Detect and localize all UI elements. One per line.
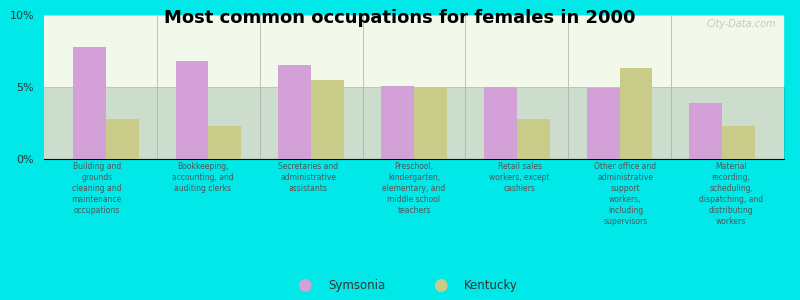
Bar [690, 103, 722, 159]
Bar [73, 47, 106, 159]
Bar [484, 87, 517, 159]
Text: Secretaries and
administrative
assistants: Secretaries and administrative assistant… [278, 162, 338, 193]
Bar [209, 126, 242, 159]
Text: Symsonia: Symsonia [328, 278, 386, 292]
Bar [278, 65, 311, 159]
Bar [381, 85, 414, 159]
Text: ●: ● [297, 276, 311, 294]
Text: Retail sales
workers, except
cashiers: Retail sales workers, except cashiers [490, 162, 550, 193]
Bar [414, 88, 447, 159]
Text: City-Data.com: City-Data.com [707, 19, 777, 29]
Text: Building and
grounds
cleaning and
maintenance
occupations: Building and grounds cleaning and mainte… [72, 162, 122, 215]
Text: Other office and
administrative
support
workers,
including
supervisors: Other office and administrative support … [594, 162, 657, 226]
Bar [311, 80, 344, 159]
Bar [175, 61, 209, 159]
Text: Bookkeeping,
accounting, and
auditing clerks: Bookkeeping, accounting, and auditing cl… [172, 162, 234, 193]
Text: Most common occupations for females in 2000: Most common occupations for females in 2… [164, 9, 636, 27]
Text: ●: ● [433, 276, 447, 294]
Bar [722, 126, 755, 159]
Bar [517, 119, 550, 159]
Bar [586, 88, 619, 159]
Bar [106, 119, 138, 159]
Bar [619, 68, 653, 159]
Text: Preschool,
kindergarten,
elementary, and
middle school
teachers: Preschool, kindergarten, elementary, and… [382, 162, 446, 215]
Text: Material
recording,
scheduling,
dispatching, and
distributing
workers: Material recording, scheduling, dispatch… [699, 162, 763, 226]
Text: Kentucky: Kentucky [464, 278, 518, 292]
